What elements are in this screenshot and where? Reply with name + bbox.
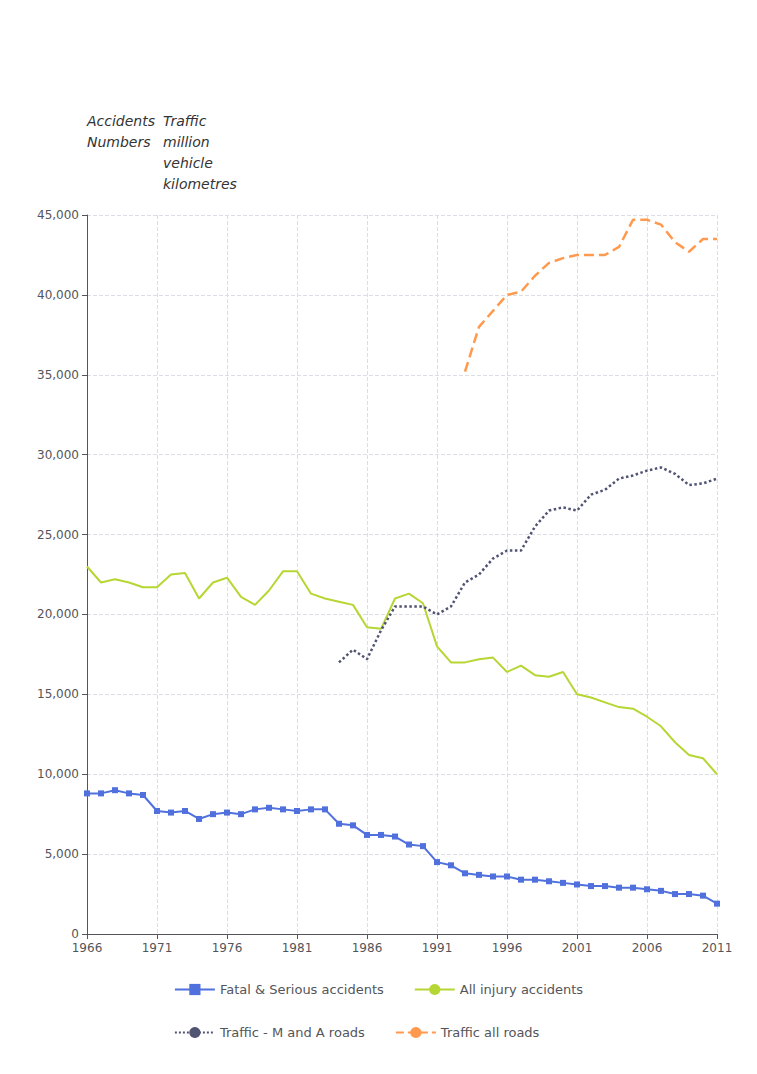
svg-text:35,000: 35,000	[37, 368, 79, 382]
svg-text:1986: 1986	[352, 941, 383, 955]
svg-text:2006: 2006	[632, 941, 663, 955]
svg-text:30,000: 30,000	[37, 448, 79, 462]
svg-text:1996: 1996	[492, 941, 523, 955]
svg-text:2001: 2001	[562, 941, 593, 955]
svg-text:Traffic: Traffic	[163, 113, 207, 129]
svg-text:vehicle: vehicle	[163, 155, 213, 171]
svg-text:1976: 1976	[212, 941, 243, 955]
svg-text:5,000: 5,000	[45, 847, 79, 861]
svg-text:25,000: 25,000	[37, 528, 79, 542]
svg-text:20,000: 20,000	[37, 607, 79, 621]
svg-text:kilometres: kilometres	[163, 176, 237, 192]
svg-text:1966: 1966	[72, 941, 103, 955]
svg-text:1971: 1971	[142, 941, 173, 955]
svg-text:0: 0	[71, 927, 79, 941]
svg-text:Traffic - M and A roads: Traffic - M and A roads	[219, 1025, 365, 1040]
svg-text:15,000: 15,000	[37, 687, 79, 701]
svg-text:2011: 2011	[702, 941, 733, 955]
svg-text:Fatal & Serious accidents: Fatal & Serious accidents	[220, 982, 384, 997]
svg-text:1981: 1981	[282, 941, 313, 955]
svg-text:Accidents: Accidents	[86, 113, 155, 129]
svg-text:1991: 1991	[422, 941, 453, 955]
svg-text:million: million	[163, 134, 210, 150]
svg-text:40,000: 40,000	[37, 288, 79, 302]
svg-text:Traffic all roads: Traffic all roads	[440, 1025, 540, 1040]
svg-text:10,000: 10,000	[37, 767, 79, 781]
svg-text:All injury accidents: All injury accidents	[460, 982, 584, 997]
svg-text:45,000: 45,000	[37, 208, 79, 222]
svg-text:Numbers: Numbers	[87, 134, 151, 150]
